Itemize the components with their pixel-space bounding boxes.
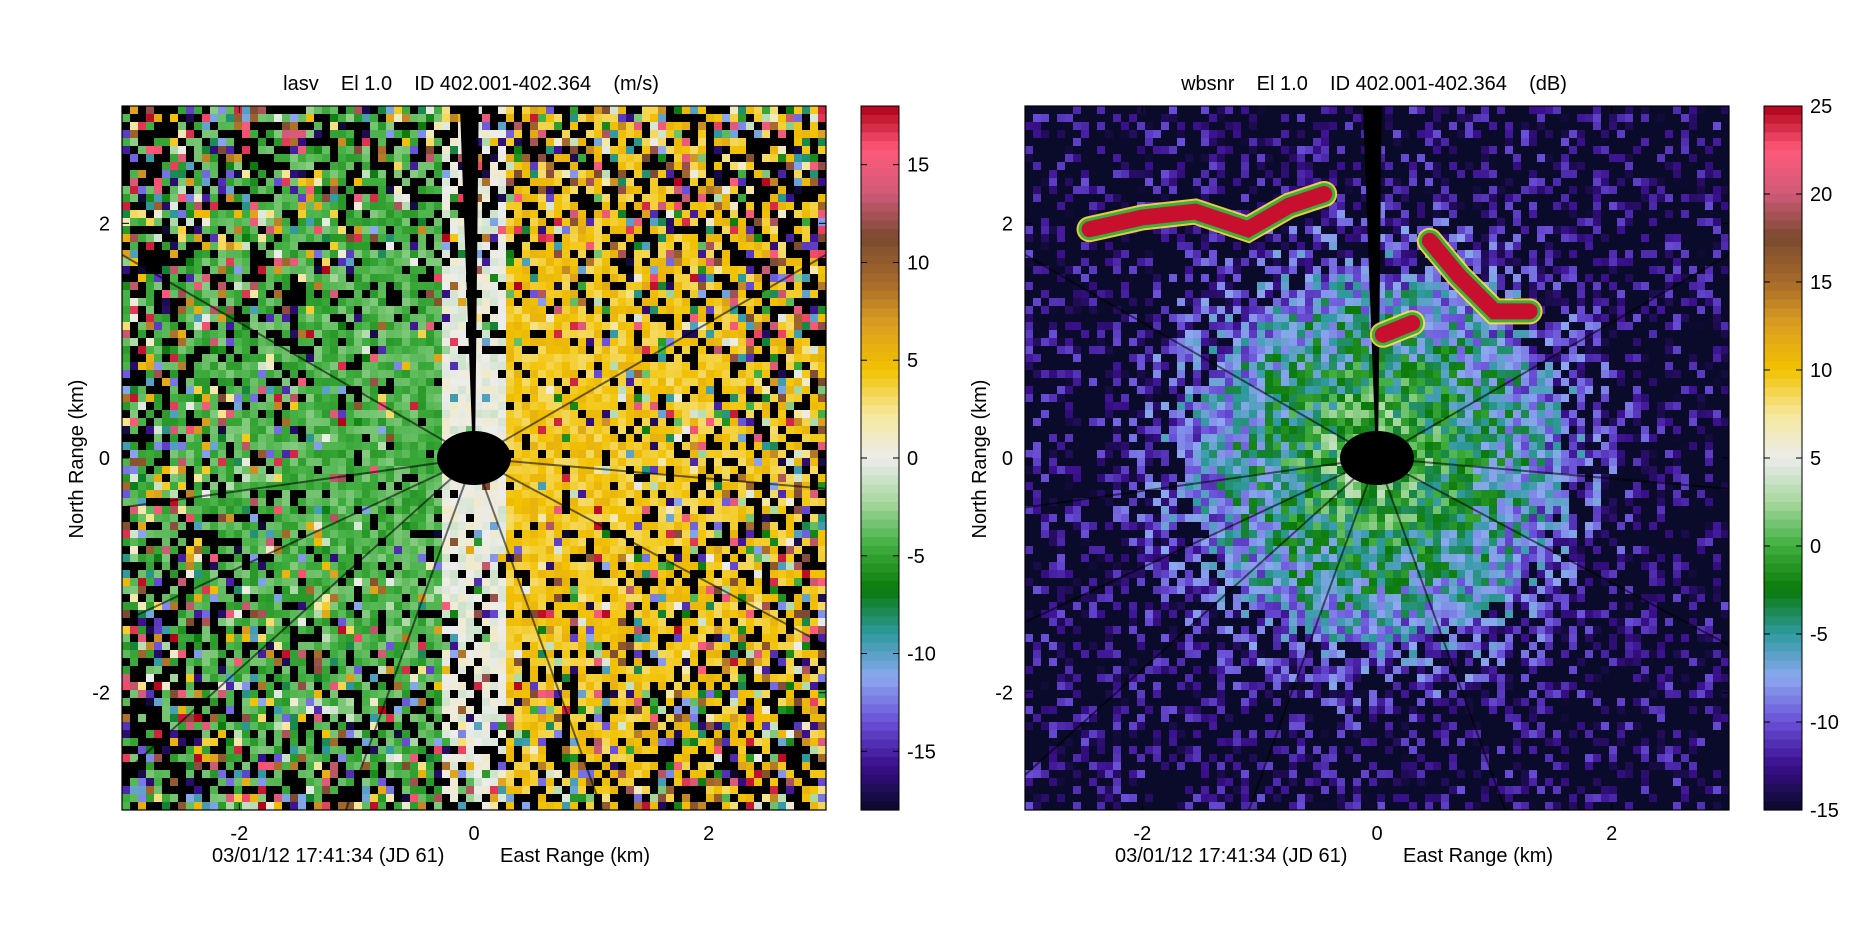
colorbar-tick-label: 0 <box>1810 536 1821 558</box>
y-tick-label: -2 <box>92 683 110 705</box>
radar-center <box>1340 431 1414 485</box>
colorbar-tick-label: 15 <box>1810 272 1832 294</box>
y-tick-label: 0 <box>99 448 110 470</box>
y-tick-label: 2 <box>99 213 110 235</box>
colorbar: 25 20 15 10 5 0 -5 -10 -15 <box>1764 96 1839 822</box>
colorbar-tick-label: 25 <box>1810 96 1832 118</box>
y-axis-label: North Range (km) <box>969 380 991 539</box>
colorbar-tick-label: -10 <box>1810 712 1839 734</box>
x-axis-label: East Range (km) <box>500 845 650 867</box>
footer-timestamp: 03/01/12 17:41:34 (JD 61) <box>1115 845 1347 867</box>
colorbar-tick-label: -15 <box>1810 800 1839 822</box>
x-tick-label: 2 <box>1606 823 1617 845</box>
x-tick-label: -2 <box>230 823 248 845</box>
colorbar-tick-label: 20 <box>1810 184 1832 206</box>
y-axis-label: North Range (km) <box>66 380 88 539</box>
x-tick-label: 0 <box>468 823 479 845</box>
y-tick-label: 2 <box>1002 213 1013 235</box>
x-tick-label: -2 <box>1133 823 1151 845</box>
footer-timestamp: 03/01/12 17:41:34 (JD 61) <box>212 845 444 867</box>
y-tick-label: 0 <box>1002 448 1013 470</box>
colorbar-tick-label: 10 <box>1810 360 1832 382</box>
radar-field <box>0 106 937 938</box>
chart-title: wbsnr El 1.0 ID 402.001-402.364 (dB) <box>1180 73 1567 95</box>
y-tick-label: -2 <box>995 683 1013 705</box>
colorbar-tick-label: -5 <box>1810 624 1828 646</box>
x-tick-label: 2 <box>703 823 714 845</box>
chart-title: lasv El 1.0 ID 402.001-402.364 (m/s) <box>283 73 659 95</box>
x-tick-label: 0 <box>1371 823 1382 845</box>
radar-center <box>437 431 511 485</box>
x-axis-label: East Range (km) <box>1403 845 1553 867</box>
colorbar-tick-label: 5 <box>1810 448 1821 470</box>
